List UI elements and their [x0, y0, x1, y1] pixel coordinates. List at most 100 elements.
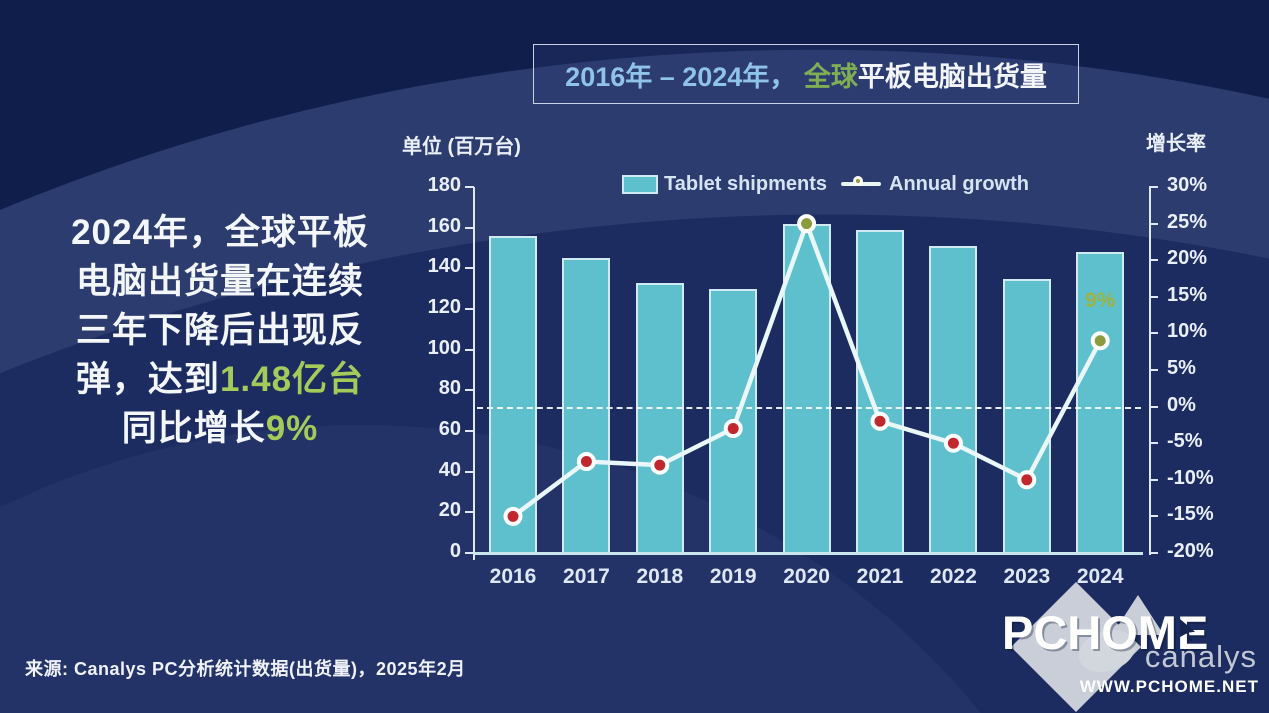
- growth-dot-2017: [576, 452, 596, 471]
- left-tick-label: 120: [427, 296, 461, 318]
- growth-dot-2024: [1090, 331, 1110, 351]
- headline-value-growth: 9%: [265, 409, 319, 448]
- headline-line3: 三年下降后出现反: [75, 311, 364, 350]
- bar-2023: [1002, 278, 1051, 553]
- left-axis-title: 单位 (百万台): [402, 136, 521, 158]
- x-tick-label: 2023: [1003, 565, 1051, 588]
- headline-text: 2024年，全球平板 电脑出货量在连续 三年下降后出现反 弹，达到1.48亿台 …: [6, 208, 434, 453]
- legend-item-bars: Tablet shipments: [622, 173, 827, 196]
- right-tick: [1149, 442, 1158, 445]
- legend-bars-label: Tablet shipments: [664, 172, 827, 195]
- growth-dot-2022: [943, 433, 963, 453]
- growth-dot-2019: [723, 419, 743, 439]
- headline-value-shipments: 1.48亿台: [219, 360, 365, 399]
- left-axis-line: [473, 187, 475, 560]
- right-tick: [1149, 332, 1158, 335]
- x-tick-label: 2020: [783, 565, 830, 588]
- left-tick-label: 160: [427, 214, 461, 237]
- headline-line5: 同比增长: [121, 409, 266, 448]
- bar-swatch-icon: [622, 174, 658, 194]
- right-tick-label: 0%: [1167, 393, 1196, 416]
- right-tick-label: 20%: [1167, 247, 1208, 270]
- canalys-wordmark: canalys: [1144, 639, 1257, 674]
- logo-pointer-triangle: [1112, 595, 1164, 635]
- right-tick: [1149, 405, 1158, 408]
- left-tick: [465, 308, 474, 310]
- right-tick: [1149, 295, 1158, 298]
- left-tick-label: 80: [438, 377, 461, 400]
- x-tick-label: 2024: [1076, 565, 1124, 588]
- left-tick-label: 140: [427, 255, 461, 278]
- legend-item-line: Annual growth: [841, 173, 1029, 196]
- right-tick-label: 5%: [1167, 357, 1196, 379]
- bar-2021: [856, 229, 904, 553]
- left-tick-label: 40: [438, 458, 461, 481]
- right-axis-title: 增长率: [1146, 133, 1206, 155]
- logo-wordmark: PCHOME: [1002, 606, 1209, 659]
- right-tick: [1149, 552, 1158, 554]
- left-tick: [465, 511, 474, 514]
- right-tick: [1149, 515, 1158, 518]
- growth-annotation: 9%: [1085, 288, 1116, 312]
- plot-area: 9% 180 160 140 120 100 80 60 40 20 0 30% 25% 20% 15% 1…: [428, 174, 1214, 588]
- left-tick-label: 20: [438, 499, 461, 522]
- growth-dot-2020: [797, 214, 817, 234]
- title-subject: 平板电脑出货量: [857, 61, 1047, 92]
- chart-legend: Tablet shipments Annual growth: [622, 170, 1029, 198]
- right-tick-label: 10%: [1167, 320, 1208, 343]
- right-tick: [1149, 186, 1158, 188]
- growth-dot-2021: [870, 411, 890, 431]
- x-tick-label: 2018: [636, 565, 684, 588]
- right-tick-label: -15%: [1167, 503, 1214, 526]
- bar-2024: [1076, 252, 1125, 553]
- right-tick: [1149, 259, 1158, 262]
- chart-title-box: 2016年 – 2024年， 全球 平板电脑出货量: [533, 44, 1079, 104]
- right-tick-label: 15%: [1167, 283, 1208, 306]
- left-tick: [465, 348, 474, 351]
- bar-2022: [929, 245, 978, 553]
- pchome-logo: PCHOME canalys WWW.PCHOME.NET: [994, 581, 1269, 713]
- growth-dot-2016: [503, 506, 523, 526]
- right-tick-label: -20%: [1167, 540, 1214, 562]
- legend-line-label: Annual growth: [889, 172, 1029, 195]
- right-tick: [1149, 478, 1158, 481]
- left-tick-label: 60: [438, 418, 461, 440]
- left-tick: [465, 552, 474, 554]
- left-tick: [465, 267, 474, 270]
- x-tick-label: 2022: [930, 565, 977, 588]
- right-tick-label: 30%: [1167, 174, 1208, 196]
- zero-growth-line: [477, 406, 1141, 409]
- line-marker-icon: [841, 175, 881, 193]
- bar-2016: [489, 235, 537, 553]
- left-tick-label: 100: [427, 336, 461, 359]
- left-tick: [465, 389, 474, 392]
- x-tick-label: 2021: [856, 565, 904, 588]
- left-tick: [465, 470, 474, 473]
- right-tick-label: -10%: [1167, 466, 1214, 489]
- x-tick-label: 2016: [489, 565, 537, 588]
- bar-2018: [635, 282, 684, 553]
- title-highlight: 全球: [803, 61, 858, 92]
- left-tick: [465, 226, 474, 229]
- right-axis-line: [1149, 187, 1151, 555]
- title-year-range: 2016年 – 2024年，: [565, 61, 804, 92]
- headline-line4: 弹，达到: [75, 360, 220, 399]
- right-tick-label: -5%: [1167, 430, 1203, 453]
- left-tick: [465, 430, 474, 432]
- headline-line2: 电脑出货量在连续: [75, 262, 364, 301]
- bar-2017: [562, 258, 611, 553]
- right-tick: [1149, 222, 1158, 225]
- logo-url-text: WWW.PCHOME.NET: [1079, 677, 1259, 696]
- bar-2020: [782, 223, 831, 553]
- growth-line-chart: [503, 214, 1110, 526]
- growth-dot-2023: [1017, 470, 1037, 490]
- x-axis-baseline: [473, 552, 1143, 555]
- x-tick-label: 2017: [563, 565, 610, 588]
- left-tick-label: 0: [449, 540, 461, 562]
- growth-polyline: [511, 217, 1103, 519]
- source-note: 来源: Canalys PC分析统计数据(出货量)，2025年2月: [25, 659, 466, 679]
- x-tick-label: 2019: [709, 565, 757, 588]
- headline-line1: 2024年，全球平板: [71, 213, 369, 252]
- right-tick-label: 25%: [1167, 210, 1208, 233]
